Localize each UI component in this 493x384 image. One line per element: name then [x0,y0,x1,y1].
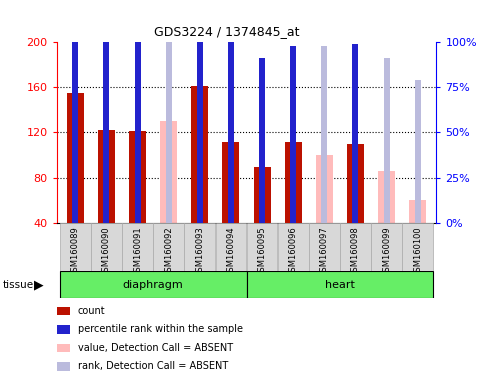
Bar [153,223,184,271]
Text: GSM160094: GSM160094 [226,227,236,277]
Bar [60,271,246,298]
Bar [278,223,309,271]
Bar [104,19,109,223]
Bar [384,58,389,223]
Bar [352,44,358,223]
Bar [191,86,209,223]
Text: GSM160100: GSM160100 [413,227,422,277]
Bar [215,223,246,271]
Bar [67,93,84,223]
Text: GSM160089: GSM160089 [71,227,80,277]
Bar [222,142,240,223]
Bar [378,171,395,223]
Bar [60,223,91,271]
Bar [284,142,302,223]
Bar [259,58,265,223]
Bar [371,223,402,271]
Bar [160,121,177,223]
Bar [184,223,215,271]
Text: tissue: tissue [2,280,34,290]
Bar [409,200,426,223]
Text: GSM160096: GSM160096 [289,227,298,277]
Text: GSM160091: GSM160091 [133,227,142,277]
Text: percentile rank within the sample: percentile rank within the sample [78,324,243,334]
Bar [402,223,433,271]
Text: GSM160093: GSM160093 [195,227,204,277]
Bar [197,6,203,223]
Text: GSM160099: GSM160099 [382,227,391,277]
Bar [284,142,302,223]
Bar [228,39,234,223]
Text: ▶: ▶ [34,278,43,291]
Bar [340,223,371,271]
Text: GSM160090: GSM160090 [102,227,111,277]
Bar [129,131,146,223]
Bar [135,26,141,223]
Bar [290,46,296,223]
Bar [122,223,153,271]
Text: GSM160097: GSM160097 [320,227,329,277]
Bar [316,155,333,223]
Bar [246,271,433,298]
Text: GSM160098: GSM160098 [351,227,360,277]
Text: GDS3224 / 1374845_at: GDS3224 / 1374845_at [154,25,300,38]
Text: GSM160095: GSM160095 [257,227,267,277]
Text: value, Detection Call = ABSENT: value, Detection Call = ABSENT [78,343,233,353]
Text: count: count [78,306,106,316]
Bar [321,46,327,223]
Bar [347,144,364,223]
Text: GSM160092: GSM160092 [164,227,173,277]
Bar [246,223,278,271]
Bar [91,223,122,271]
Bar [309,223,340,271]
Bar [72,13,78,223]
Text: rank, Detection Call = ABSENT: rank, Detection Call = ABSENT [78,361,228,371]
Text: heart: heart [325,280,355,290]
Bar [166,15,172,223]
Bar [253,167,271,223]
Bar [98,130,115,223]
Bar [415,80,421,223]
Text: diaphragm: diaphragm [123,280,183,290]
